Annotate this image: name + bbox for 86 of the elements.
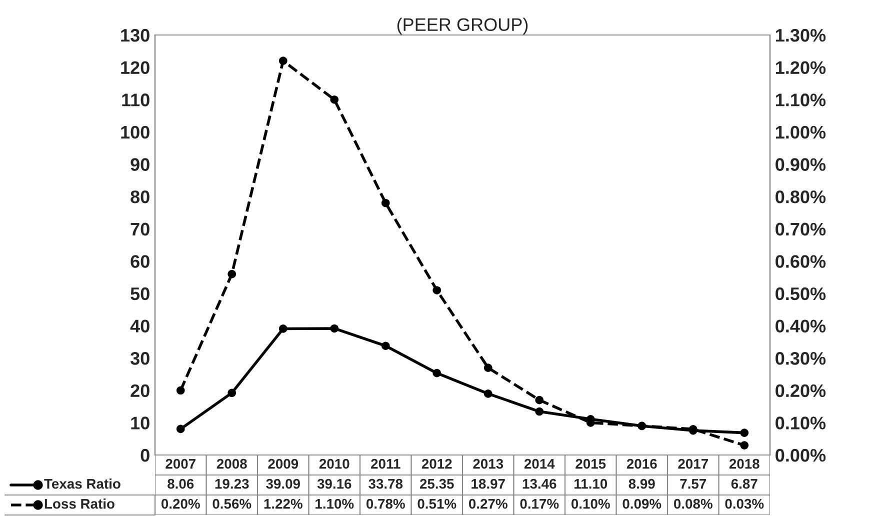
data-label: 0.10% (571, 498, 610, 509)
y2-tick-label: 1.30% (776, 28, 826, 42)
data-label: 8.06 (168, 478, 194, 489)
legend-label: Texas Ratio (44, 478, 120, 489)
x-tick-label: 2012 (422, 458, 452, 469)
data-label: 0.09% (622, 498, 662, 509)
x-tick-label: 2007 (166, 458, 196, 469)
y-tick-label: 20 (130, 384, 150, 398)
point (535, 396, 544, 404)
y-tick-label: 50 (130, 287, 150, 300)
x-tick-label: 2018 (729, 458, 760, 469)
point (176, 424, 185, 434)
data-label: 0.17% (520, 498, 559, 509)
point (381, 198, 390, 208)
x-tick-label: 2013 (473, 458, 504, 469)
data-label: 0.27% (468, 498, 508, 509)
data-label: 18.97 (472, 478, 505, 489)
y-tick-label: 60 (130, 255, 150, 268)
point (330, 95, 339, 104)
point (638, 422, 646, 430)
y2-tick-label: 0.00% (776, 448, 826, 462)
data-label: 33.78 (368, 478, 403, 489)
y-tick-label: 0 (140, 448, 150, 462)
y2-tick-label: 0.40% (776, 320, 826, 332)
data-label: 1.22% (264, 498, 302, 509)
y2-tick-label: 0.30% (776, 352, 826, 365)
y-tick-label: 30 (130, 352, 150, 365)
point (740, 428, 749, 437)
x-tick-label: 2008 (216, 458, 247, 469)
legend-label: Loss Ratio (44, 498, 114, 509)
y-tick-label: 10 (131, 416, 150, 430)
data-label: 11.10 (574, 478, 608, 489)
data-label: 39.09 (266, 478, 300, 489)
chart-title: (PEER GROUP) (397, 18, 528, 35)
point (381, 342, 390, 350)
y-tick-label: 120 (121, 61, 150, 74)
y-tick-label: 110 (122, 94, 150, 106)
y-tick-label: 90 (130, 158, 150, 171)
x-tick-label: 2009 (268, 458, 298, 469)
data-label: 8.99 (628, 478, 655, 489)
point (740, 441, 749, 450)
data-label: 25.35 (420, 478, 454, 489)
data-label: 0.51% (418, 498, 456, 509)
point (228, 270, 236, 278)
point (278, 324, 288, 333)
point (484, 364, 492, 372)
x-tick-label: 2016 (626, 458, 657, 469)
point (176, 386, 185, 395)
data-label: 1.10% (316, 498, 354, 509)
y-tick-label: 80 (130, 190, 150, 204)
y2-tick-label: 0.20% (776, 384, 826, 398)
y2-tick-label: 0.90% (776, 158, 826, 171)
y2-tick-label: 0.50% (776, 287, 826, 300)
data-label: 0.20% (161, 498, 200, 509)
data-label: 6.87 (731, 478, 758, 489)
x-tick-label: 2015 (576, 458, 606, 469)
y2-tick-label: 1.10% (776, 94, 826, 106)
y2-tick-label: 0.10% (776, 416, 826, 430)
data-label: 13.46 (522, 478, 556, 489)
point (484, 390, 492, 398)
y2-tick-label: 1.20% (776, 61, 826, 74)
point (228, 388, 236, 398)
x-tick-label: 2010 (319, 458, 350, 469)
data-label: 0.56% (212, 498, 252, 509)
y2-tick-label: 0.70% (776, 222, 826, 236)
y2-tick-label: 0.80% (776, 190, 826, 204)
y-tick-label: 130 (121, 28, 150, 42)
point (535, 407, 544, 416)
point (432, 286, 442, 294)
point (330, 324, 339, 333)
y-tick-label: 70 (130, 222, 150, 236)
data-label: 0.08% (674, 498, 712, 509)
y-tick-label: 40 (130, 320, 150, 332)
x-tick-label: 2014 (524, 458, 555, 469)
data-label: 7.57 (680, 479, 706, 489)
point (278, 56, 288, 66)
data-label: 19.23 (215, 478, 249, 489)
data-label: 0.78% (366, 498, 405, 509)
data-label: 0.03% (725, 498, 764, 509)
data-label: 39.16 (317, 478, 352, 489)
y2-tick-label: 0.60% (776, 255, 826, 268)
y2-tick-label: 1.00% (776, 126, 826, 139)
x-tick-label: 2017 (678, 458, 708, 469)
y-tick-label: 100 (121, 126, 150, 139)
point (432, 368, 442, 378)
x-tick-label: 2011 (371, 458, 400, 469)
